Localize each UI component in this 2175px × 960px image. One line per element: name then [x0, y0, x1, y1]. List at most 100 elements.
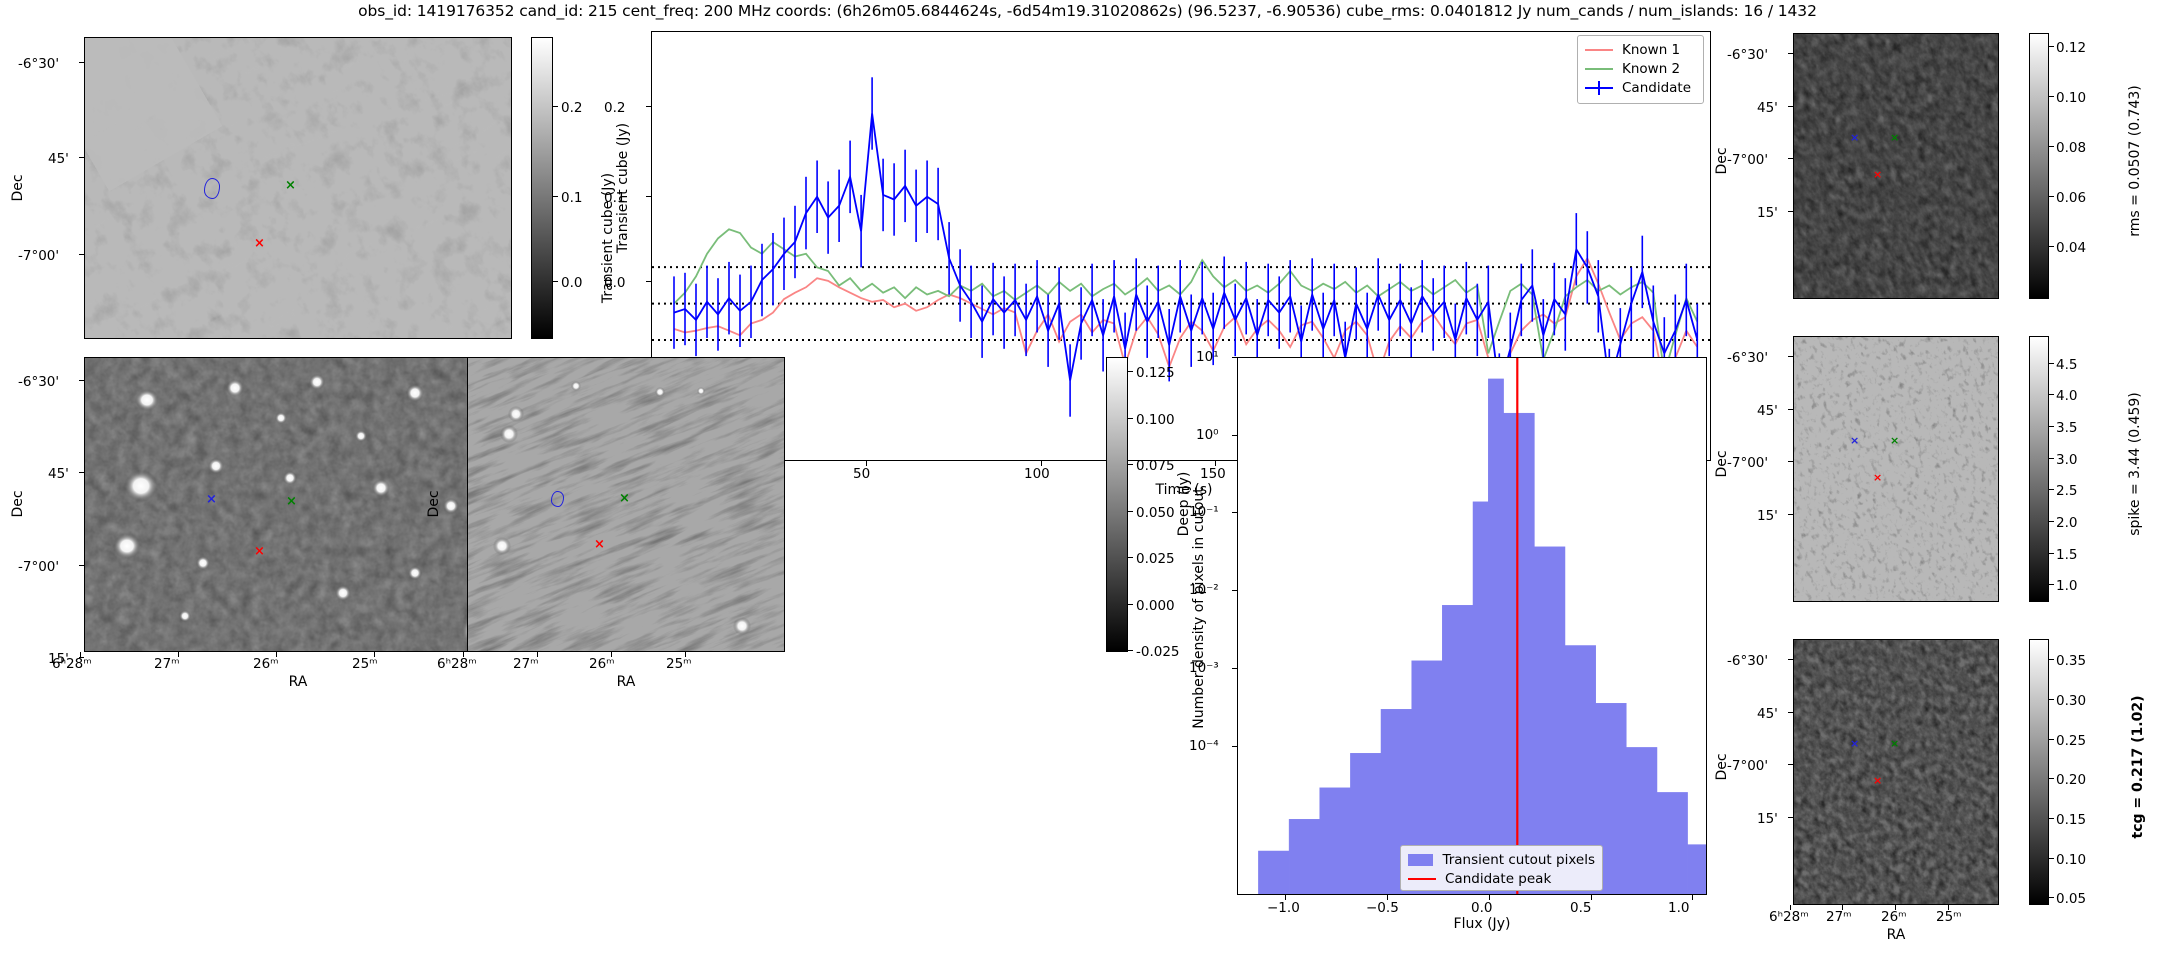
known2-marker-spike: × — [1890, 434, 1900, 447]
tcg-xtick-2: 26ᵐ — [1881, 909, 1907, 925]
tcg-ytick-3: 15' — [1757, 811, 1778, 827]
known1-marker-gleam: × — [254, 544, 265, 559]
spike-image[interactable]: × × × — [1793, 336, 1999, 602]
candidate-marker-tcg: × — [1850, 737, 1860, 750]
tcg-image[interactable]: × × × — [1793, 639, 1999, 905]
deep-xtick-3: 25ᵐ — [666, 656, 692, 672]
spike-cbar-tick-3: 2.5 — [2056, 483, 2078, 499]
tcg-cbar-tick-0: 0.05 — [2056, 891, 2087, 907]
cube-cbar-tick-2: 0.1 — [561, 190, 583, 206]
rms-cbar-tick-4: 0.12 — [2056, 40, 2087, 56]
legend-label-known2: Known 2 — [1622, 60, 1681, 77]
legend-label-candidate-peak: Candidate peak — [1445, 870, 1552, 887]
spike-ytick-2: -7°00' — [1727, 455, 1769, 471]
known2-marker-tcg: × — [1890, 737, 1900, 750]
known1-marker-deep: × — [594, 537, 605, 552]
known1-swatch — [1585, 48, 1613, 51]
known1-marker: × — [254, 236, 265, 251]
spike-cbar-tick-2: 2.0 — [2056, 515, 2078, 531]
tcg-cbar-tick-4: 0.25 — [2056, 733, 2087, 749]
tcg-cbar-tick-3: 0.20 — [2056, 772, 2087, 788]
hist-ytick-3: 10⁻¹ — [1189, 504, 1219, 520]
cube-ytick-0: -6°30' — [18, 56, 60, 72]
cube-cbar-tick-3: 0.2 — [561, 100, 583, 116]
rms-colorbar — [2029, 33, 2049, 299]
spike-ytick-3: 15' — [1757, 508, 1778, 524]
tcg-cbar-label: tcg = 0.217 (1.02) — [2130, 695, 2146, 839]
lc-xtick-1: 50 — [853, 466, 871, 482]
rms-ylabel: Dec — [1714, 147, 1730, 175]
cube-cbar-label: Transient cube (Jy) — [615, 122, 631, 254]
lc-xtick-3: 150 — [1200, 466, 1226, 482]
lc-ytick-2: 0.1 — [604, 190, 626, 206]
deep-cbar-tick-6: 0.125 — [1136, 365, 1175, 381]
lc-ytick-3: 0.2 — [604, 100, 626, 116]
transient-cube-colorbar — [531, 37, 553, 339]
hist-ytick-5: 10¹ — [1196, 349, 1219, 365]
hist-ytick-2: 10⁻² — [1189, 582, 1219, 598]
deep-cbar-tick-2: 0.025 — [1136, 551, 1175, 567]
spike-ytick-0: -6°30' — [1727, 350, 1769, 366]
tcg-ytick-1: 45' — [1757, 706, 1778, 722]
rms-cbar-tick-2: 0.08 — [2056, 140, 2087, 156]
cutout-pixels-swatch — [1408, 853, 1434, 866]
rms-ytick-0: -6°30' — [1727, 47, 1769, 63]
known2-swatch — [1585, 67, 1613, 70]
deep-panel-ylabel: Dec — [426, 490, 442, 518]
figure-title: obs_id: 1419176352 cand_id: 215 cent_fre… — [358, 2, 1817, 20]
lightcurve-legend: Known 1 Known 2 Candidate — [1577, 35, 1704, 104]
tcg-colorbar — [2029, 639, 2049, 905]
legend-item-candidate: Candidate — [1585, 78, 1696, 97]
deep-colorbar — [1106, 357, 1128, 652]
transient-cube-image[interactable]: × × — [84, 37, 512, 339]
candidate-marker-gleam: × — [206, 492, 217, 507]
candidate-marker-spike: × — [1850, 434, 1860, 447]
spike-ytick-1: 45' — [1757, 403, 1778, 419]
deep-xlabel: RA — [616, 674, 636, 690]
candidate-ellipse-deep — [551, 491, 564, 507]
known2-marker-gleam: × — [286, 494, 297, 509]
spike-cbar-tick-4: 3.0 — [2056, 452, 2078, 468]
rms-ytick-3: 15' — [1757, 205, 1778, 221]
tcg-cbar-tick-5: 0.30 — [2056, 693, 2087, 709]
spike-cbar-tick-5: 3.5 — [2056, 420, 2078, 436]
hist-ylabel: Number density of pixels in cutout — [1191, 487, 1207, 729]
hist-ytick-4: 10⁰ — [1196, 427, 1219, 443]
gleam-xlabel: RA — [288, 674, 308, 690]
gleam-ytick-1: 45' — [48, 466, 69, 482]
lc-xtick-2: 100 — [1024, 466, 1050, 482]
legend-item-cutout-pixels: Transient cutout pixels — [1408, 850, 1595, 869]
flux-histogram-plot[interactable] — [1237, 357, 1707, 895]
gleam-xtick-2: 26ᵐ — [253, 656, 279, 672]
deep-image[interactable]: × × — [467, 357, 785, 652]
deep-cbar-tick-1: 0.000 — [1136, 598, 1175, 614]
spike-cbar-tick-7: 4.5 — [2056, 357, 2078, 373]
cube-ytick-2: -7°00' — [18, 248, 60, 264]
rms-image[interactable]: × × × — [1793, 33, 1999, 299]
cube-cbar-tick-1: 0.0 — [561, 275, 583, 291]
known2-marker-deep: × — [619, 491, 630, 506]
candidate-peak-swatch — [1408, 877, 1436, 880]
legend-label-candidate: Candidate — [1622, 79, 1692, 96]
cube-ytick-1: 45' — [48, 151, 69, 167]
spike-colorbar — [2029, 336, 2049, 602]
deep-cbar-tick-5: 0.100 — [1136, 412, 1175, 428]
legend-label-cutout-pixels: Transient cutout pixels — [1442, 851, 1595, 868]
tcg-cbar-tick-6: 0.35 — [2056, 653, 2087, 669]
gleam-image[interactable]: × × × — [84, 357, 512, 652]
hist-xtick-1: −0.5 — [1366, 900, 1399, 916]
tcg-xtick-1: 27ᵐ — [1826, 909, 1852, 925]
tcg-cbar-tick-2: 0.15 — [2056, 812, 2087, 828]
rms-cbar-tick-3: 0.10 — [2056, 90, 2087, 106]
deep-xtick-1: 27ᵐ — [513, 656, 539, 672]
hist-xtick-0: −1.0 — [1267, 900, 1300, 916]
tcg-xtick-3: 25ᵐ — [1936, 909, 1962, 925]
spike-cbar-tick-6: 4.0 — [2056, 388, 2078, 404]
deep-cbar-tick-3: 0.050 — [1136, 505, 1175, 521]
tcg-cbar-tick-1: 0.10 — [2056, 852, 2087, 868]
rms-cbar-tick-0: 0.04 — [2056, 240, 2087, 256]
rms-ytick-1: 45' — [1757, 100, 1778, 116]
gleam-xtick-0: 6ʰ28ᵐ — [52, 656, 92, 672]
candidate-swatch — [1585, 80, 1613, 95]
